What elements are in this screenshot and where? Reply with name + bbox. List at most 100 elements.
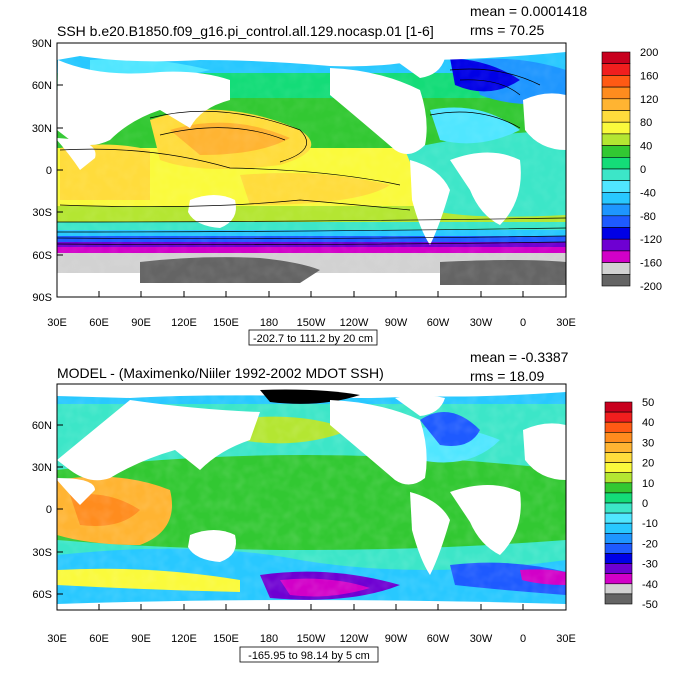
xtick-label: 30W: [470, 317, 493, 329]
xtick-label: 60W: [427, 633, 450, 645]
colorbar-swatch: [604, 411, 633, 423]
colorbar-label: 40: [640, 141, 652, 153]
colorbar-swatch: [604, 472, 633, 484]
ytick-label: 0: [46, 504, 52, 516]
colorbar-swatch: [601, 273, 631, 287]
colorbar-label: -50: [642, 599, 658, 611]
panel-1-mean: mean = 0.0001418: [470, 3, 587, 19]
colorbar-swatch: [601, 51, 631, 64]
panel-1-rms: rms = 70.25: [470, 22, 545, 38]
xtick-label: 60E: [89, 317, 109, 329]
panel-2-range-box: -165.95 to 98.14 by 5 cm: [239, 646, 379, 663]
xtick-label: 180: [260, 633, 278, 645]
panel-1-xticks: 30E 60E 90E 120E 150E 180 150W 120W 90W …: [47, 291, 576, 329]
xtick-label: 150W: [297, 317, 326, 329]
xtick-label: 0: [520, 633, 526, 645]
xtick-label: 120W: [340, 317, 369, 329]
colorbar-swatch: [604, 431, 633, 443]
panel-2-xticks: 30E 60E 90E 120E 150E 180 150W 120W 90W …: [47, 604, 576, 645]
colorbar-swatch: [601, 168, 631, 181]
ytick-label: 60S: [32, 589, 52, 601]
xtick-label: 90W: [385, 317, 408, 329]
colorbar-label: 20: [642, 458, 654, 470]
colorbar-swatch: [601, 75, 631, 88]
colorbar-swatch: [604, 553, 633, 564]
panel-1-yticks: 90N 60N 30N 0 30S 60S 90S: [32, 38, 63, 304]
colorbar-swatch: [604, 442, 633, 453]
ytick-label: 60N: [32, 420, 52, 432]
xtick-label: 30W: [470, 633, 493, 645]
panel-2: MODEL - (Maximenko/Niiler 1992-2002 MDOT…: [32, 349, 658, 663]
colorbar-label: 160: [640, 70, 658, 82]
colorbar-swatch: [604, 512, 633, 524]
colorbar-label: -20: [642, 538, 658, 550]
colorbar-label: 0: [642, 498, 648, 510]
colorbar-swatch: [604, 532, 633, 544]
colorbar-label: 30: [642, 437, 654, 449]
panel-1-range-box: -202.7 to 111.2 by 20 cm: [248, 329, 378, 346]
colorbar-swatch: [604, 492, 633, 504]
xtick-label: 60E: [89, 633, 109, 645]
colorbar-swatch: [601, 86, 631, 100]
colorbar-swatch: [601, 98, 631, 111]
xtick-label: 90E: [131, 633, 151, 645]
ytick-label: 30S: [32, 207, 52, 219]
xtick-label: 60W: [427, 317, 450, 329]
colorbar-swatch: [601, 133, 631, 146]
colorbar-label: 200: [640, 47, 658, 59]
colorbar-label: -30: [642, 559, 658, 571]
colorbar-swatch: [601, 145, 631, 158]
xtick-label: 150E: [213, 633, 239, 645]
panel-1-colorbar: 200 160 120 80 40 0 -40 -80 -120 -160 -200: [601, 47, 662, 293]
colorbar-label: 80: [640, 117, 652, 129]
colorbar-swatch: [604, 583, 633, 595]
xtick-label: 30E: [47, 633, 67, 645]
colorbar-swatch: [604, 482, 633, 494]
panel-1-range-label: -202.7 to 111.2 by 20 cm: [253, 333, 373, 345]
colorbar-label: -10: [642, 518, 658, 530]
colorbar-swatch: [601, 192, 631, 205]
colorbar-swatch: [604, 452, 633, 463]
panel-1-map: [57, 43, 566, 297]
colorbar-swatch: [601, 215, 631, 228]
colorbar-swatch: [604, 563, 633, 574]
colorbar-label: -200: [640, 281, 662, 293]
colorbar-label: -40: [640, 187, 656, 199]
colorbar-label: -160: [640, 258, 662, 270]
colorbar-swatch: [601, 157, 631, 170]
panel-2-mean: mean = -0.3387: [470, 349, 569, 365]
panel-2-title: MODEL - (Maximenko/Niiler 1992-2002 MDOT…: [57, 365, 384, 381]
colorbar-swatch: [604, 502, 633, 514]
panel-2-map: [57, 384, 566, 610]
panel-2-rms: rms = 18.09: [470, 368, 545, 384]
xtick-label: 150E: [213, 317, 239, 329]
xtick-label: 30E: [556, 317, 576, 329]
xtick-label: 30E: [47, 317, 67, 329]
colorbar-label: 10: [642, 478, 654, 490]
panel-2-range-label: -165.95 to 98.14 by 5 cm: [248, 650, 370, 662]
colorbar-label: 120: [640, 94, 658, 106]
colorbar-swatch: [601, 227, 631, 240]
colorbar-label: -80: [640, 211, 656, 223]
xtick-label: 90E: [131, 317, 151, 329]
colorbar-swatch: [601, 250, 631, 263]
ytick-label: 90N: [32, 38, 52, 50]
colorbar-swatch: [601, 262, 631, 275]
ytick-label: 30N: [32, 123, 52, 135]
xtick-label: 0: [520, 317, 526, 329]
ytick-label: 30S: [32, 547, 52, 559]
colorbar-swatch: [604, 462, 633, 474]
xtick-label: 150W: [297, 633, 326, 645]
colorbar-swatch: [601, 238, 631, 252]
xtick-label: 90W: [385, 633, 408, 645]
colorbar-swatch: [601, 180, 631, 193]
colorbar-swatch: [601, 203, 631, 217]
colorbar-swatch: [604, 401, 633, 413]
ytick-label: 60S: [32, 250, 52, 262]
xtick-label: 120W: [340, 633, 369, 645]
colorbar-label: -40: [642, 579, 658, 591]
colorbar-swatch: [604, 421, 633, 433]
colorbar-swatch: [601, 110, 631, 123]
ytick-label: 60N: [32, 80, 52, 92]
